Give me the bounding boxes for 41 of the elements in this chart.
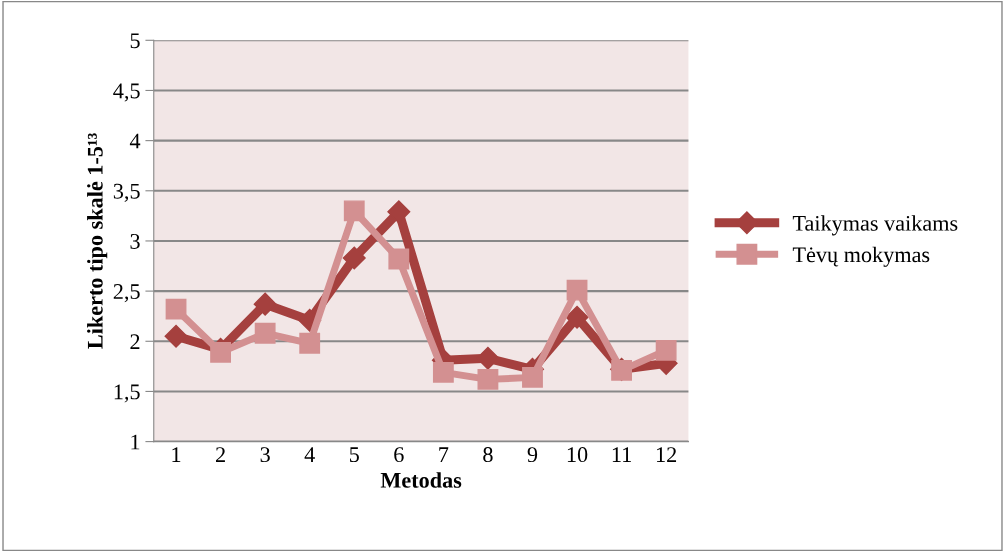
y-tick-label: 3,5 xyxy=(113,183,140,202)
y-tick-label: 5 xyxy=(130,33,140,49)
point xyxy=(164,324,188,348)
y-tick-label: 4 xyxy=(129,133,141,149)
point xyxy=(342,246,366,270)
y-tick-label: 4,5 xyxy=(113,83,140,102)
x-tick-label: 6 xyxy=(394,447,404,463)
legend-label: Tėvų mokymas xyxy=(792,246,930,267)
x-tick-label: 5 xyxy=(350,447,359,463)
point xyxy=(253,292,277,316)
point xyxy=(432,361,454,383)
point xyxy=(655,339,677,361)
y-tick-label: 1 xyxy=(131,434,140,450)
point xyxy=(299,332,321,354)
point xyxy=(388,248,410,270)
point xyxy=(165,298,187,320)
x-tick-label: 9 xyxy=(527,447,538,463)
x-tick-label: 2 xyxy=(216,447,225,462)
point xyxy=(565,305,589,329)
x-tick-label: 4 xyxy=(304,447,315,462)
y-axis-title: Likerto tipo skalė 1-5¹³ xyxy=(87,133,108,349)
point xyxy=(522,366,543,388)
point xyxy=(343,200,365,222)
point xyxy=(477,368,499,390)
y-tick-label: 2 xyxy=(130,334,140,349)
y-tick-label: 1,5 xyxy=(114,384,140,403)
point xyxy=(566,279,588,301)
point xyxy=(254,322,276,344)
x-tick-label: 10 xyxy=(567,447,588,463)
x-tick-label: 7 xyxy=(439,447,449,462)
x-axis-title: Metodas xyxy=(380,472,462,488)
legend-label: Taikymas vaikams xyxy=(792,215,958,236)
point xyxy=(210,341,232,363)
x-tick-label: 1 xyxy=(172,447,181,462)
point xyxy=(387,200,411,224)
x-tick-label: 12 xyxy=(656,447,677,462)
x-tick-label: 11 xyxy=(612,447,631,462)
x-tick-label: 8 xyxy=(483,447,493,463)
y-tick-label: 3 xyxy=(130,233,140,249)
x-tick-label: 3 xyxy=(260,447,270,463)
y-tick-label: 2,5 xyxy=(113,284,140,303)
